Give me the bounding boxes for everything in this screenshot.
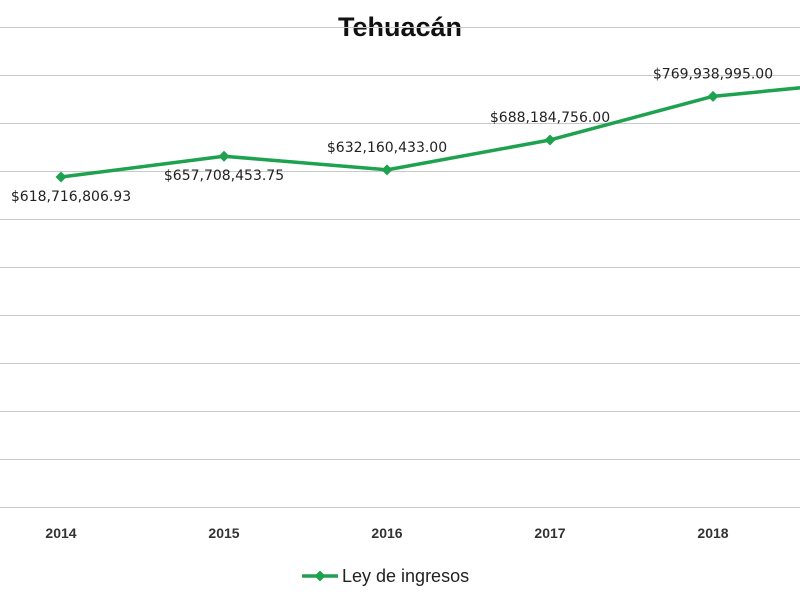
legend: Ley de ingresos [302, 566, 469, 586]
data-label: $632,160,433.00 [327, 140, 447, 156]
x-tick-label: 2018 [697, 525, 728, 541]
x-tick-label: 2017 [534, 525, 565, 541]
series-ley-de-ingresos [55, 86, 800, 183]
x-tick-label: 2014 [45, 525, 76, 541]
legend-label: Ley de ingresos [342, 566, 469, 586]
series-line [60, 86, 800, 179]
data-point [707, 90, 719, 102]
data-point [218, 150, 230, 162]
x-tick-label: 2015 [208, 525, 239, 541]
data-labels: $618,716,806.93 $657,708,453.75 $632,160,4… [11, 66, 773, 205]
data-point [381, 164, 393, 176]
legend-marker [314, 570, 326, 582]
data-label: $688,184,756.00 [490, 110, 610, 126]
data-point [55, 171, 67, 183]
data-label: $657,708,453.75 [164, 168, 284, 184]
x-tick-label: 2016 [371, 525, 402, 541]
gridlines [0, 27, 800, 508]
data-point [544, 134, 556, 146]
x-tick-labels: 201420152016201720182019 [45, 525, 728, 541]
data-label: $618,716,806.93 [11, 189, 131, 205]
data-label: $769,938,995.00 [653, 66, 773, 82]
